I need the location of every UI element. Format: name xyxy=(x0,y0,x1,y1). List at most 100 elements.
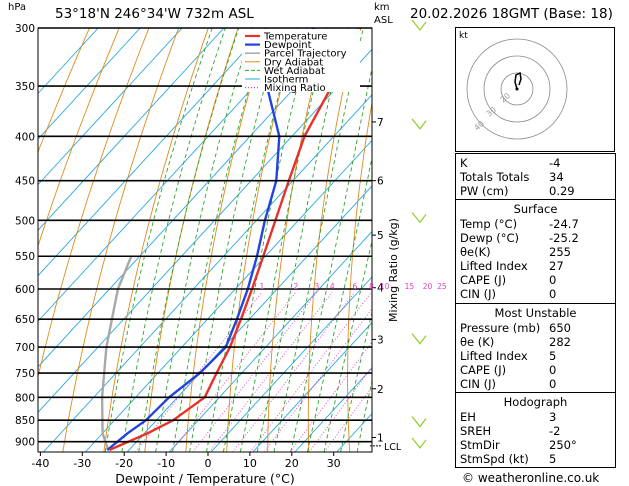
isotherm-line xyxy=(84,139,372,452)
legend-entry: Mixing Ratio xyxy=(264,83,326,94)
index-label: Totals Totals xyxy=(460,170,530,184)
mu-value: 282 xyxy=(549,335,571,349)
isotherm-line xyxy=(38,28,309,322)
wet-adiabat-line xyxy=(138,28,240,452)
mu-value: 0 xyxy=(549,377,557,391)
mixing-ratio-line xyxy=(289,341,372,452)
hodo-label: EH xyxy=(460,410,476,424)
hodo-value: 3 xyxy=(549,410,557,424)
isotherm-line xyxy=(38,28,225,231)
hodo-label: StmSpd (kt) xyxy=(460,452,529,466)
isotherm-line xyxy=(168,230,372,452)
wind-barb xyxy=(411,416,427,428)
altitude-unit-km: km xyxy=(374,2,390,13)
isotherm-line xyxy=(43,94,372,452)
mu-label: Lifted Index xyxy=(460,349,528,363)
hodo-label: StmDir xyxy=(460,438,500,452)
wind-barb xyxy=(411,333,427,345)
surface-label: CAPE (J) xyxy=(460,273,507,287)
pressure-tick-label: 550 xyxy=(15,251,35,263)
x-tick-label: -20 xyxy=(115,457,133,470)
hodo-value: -2 xyxy=(549,424,561,438)
pressure-tick-label: 700 xyxy=(15,342,35,354)
hodograph-unit-label: kt xyxy=(459,31,468,41)
x-tick-label: 30 xyxy=(327,457,341,470)
mixing-ratio-line xyxy=(323,386,372,452)
mixing-ratio-line xyxy=(263,308,372,452)
isotherm-line xyxy=(210,276,372,452)
index-value: 34 xyxy=(549,170,564,184)
hodo-value: 5 xyxy=(549,452,557,466)
legend-entry: Parcel Trajectory xyxy=(264,49,347,60)
isotherm-line xyxy=(38,28,141,140)
wind-barb xyxy=(411,211,427,224)
hodograph-params-title: Hodograph xyxy=(503,395,568,409)
isotherm-line xyxy=(252,321,372,452)
mixing-ratio-line xyxy=(249,291,372,452)
altitude-tick-label: 1 xyxy=(377,432,384,444)
pressure-tick-label: 850 xyxy=(15,415,35,427)
legend-entry: Dewpoint xyxy=(264,40,312,51)
altitude-tick-label: 4 xyxy=(377,283,384,295)
location-title: 53°18'N 246°34'W 732m ASL xyxy=(55,6,254,22)
pressure-tick-label: 400 xyxy=(15,131,35,143)
legend-entry: Isotherm xyxy=(264,75,308,86)
wind-barb xyxy=(411,437,427,449)
wet-adiabat-line xyxy=(189,28,282,452)
hodo-value: 250° xyxy=(549,438,577,452)
surface-box: Surface Temp (°C) -24.7 Dewp (°C) -25.2 … xyxy=(455,199,616,304)
altitude-tick-label: 6 xyxy=(377,176,384,188)
mixing-ratio-label: 2 xyxy=(293,282,298,291)
x-tick-label: 20 xyxy=(285,457,299,470)
wind-barb xyxy=(411,19,427,32)
mixing-ratio-label: 25 xyxy=(437,282,447,291)
datetime-title: 20.02.2026 18GMT (Base: 18) xyxy=(410,6,613,22)
surface-label: Dewp (°C) xyxy=(460,231,520,245)
surface-label: Temp (°C) xyxy=(460,217,518,231)
mu-value: 5 xyxy=(549,349,557,363)
wet-adiabat-line xyxy=(206,28,298,452)
temperature-line xyxy=(108,28,362,452)
hodo-label: SREH xyxy=(460,424,492,438)
wet-adiabat-line xyxy=(356,378,372,452)
mixing-ratio-label: 20 xyxy=(423,282,433,291)
x-axis-label: Dewpoint / Temperature (°C) xyxy=(115,471,294,486)
parcel-trajectory-line xyxy=(100,255,133,451)
pressure-tick-label: 500 xyxy=(15,215,35,227)
dry-adiabat-line xyxy=(623,28,629,452)
surface-label: Lifted Index xyxy=(460,259,528,273)
isotherm-line xyxy=(38,28,183,186)
dry-adiabat-line xyxy=(38,28,90,153)
pressure-tick-label: 300 xyxy=(15,23,35,35)
wet-adiabat-line xyxy=(273,28,364,452)
mixing-ratio-line xyxy=(208,291,333,452)
lcl-label: LCL xyxy=(384,442,402,453)
pressure-tick-label: 600 xyxy=(15,284,35,296)
mixing-ratio-line xyxy=(192,291,318,452)
wind-barb xyxy=(411,118,427,130)
mixing-ratio-label: 3 xyxy=(314,282,319,291)
mixing-ratio-label: 8 xyxy=(369,282,374,291)
isotherm-line xyxy=(38,28,351,368)
plot-frame xyxy=(37,27,373,453)
x-tick-label: -40 xyxy=(31,457,49,470)
isotherm-line xyxy=(38,48,372,413)
pressure-tick-label: 900 xyxy=(15,437,35,449)
mixing-ratio-label: 1 xyxy=(259,282,264,291)
surface-value: 0 xyxy=(549,273,557,287)
mixing-ratio-line xyxy=(170,291,297,452)
copyright-link[interactable]: © weatheronline.co.uk xyxy=(462,471,600,485)
surface-title: Surface xyxy=(513,202,558,216)
mixing-ratio-axis-label: Mixing Ratio (g/kg) xyxy=(387,218,400,322)
mixing-ratio-label: 4 xyxy=(330,282,335,291)
legend-entry: Dry Adiabat xyxy=(264,57,323,68)
x-tick-label: -10 xyxy=(157,457,175,470)
index-label: PW (cm) xyxy=(460,184,509,198)
isotherm-line xyxy=(38,28,267,277)
surface-value: 255 xyxy=(549,245,571,259)
x-tick-label: 10 xyxy=(243,457,257,470)
hodograph-trace xyxy=(514,71,522,90)
mu-label: Pressure (mb) xyxy=(460,321,541,335)
wet-adiabat-line xyxy=(256,28,347,452)
altitude-tick-label: 3 xyxy=(377,334,384,346)
